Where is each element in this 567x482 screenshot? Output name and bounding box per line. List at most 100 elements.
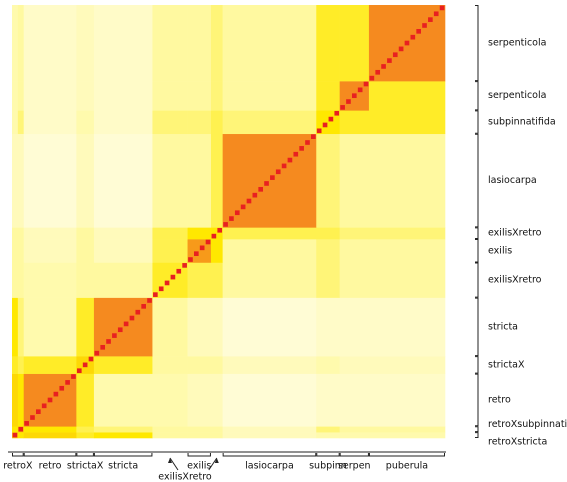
- heatmap-cell: [23, 5, 77, 82]
- heatmap-cell: [17, 227, 25, 240]
- x-group-label: puberula: [386, 461, 428, 472]
- heatmap-cell: [316, 110, 340, 135]
- heatmap-cell: [17, 373, 25, 427]
- diagonal-cell: [258, 186, 264, 192]
- diagonal-cell: [229, 216, 234, 221]
- diagonal-cell: [205, 239, 211, 245]
- diagonal-cell: [106, 339, 111, 344]
- diagonal-cell: [293, 151, 299, 157]
- heatmap-cell: [187, 81, 212, 111]
- heatmap-cell: [152, 297, 188, 357]
- heatmap-cell: [368, 262, 446, 298]
- diagonal-cell: [100, 344, 106, 350]
- diagonal-cell: [211, 233, 217, 239]
- diagonal-cell: [428, 17, 433, 22]
- diagonal-cell: [193, 251, 199, 257]
- diagonal-cell: [182, 263, 187, 268]
- diagonal-cell: [275, 169, 281, 175]
- diagonal-cell: [170, 274, 176, 280]
- heatmap-cell: [316, 81, 340, 111]
- diagonal-cell: [422, 23, 427, 28]
- heatmap-cell: [23, 432, 77, 439]
- diagonal-cell: [311, 134, 316, 139]
- x-group-label: lasiocarpa: [245, 461, 294, 472]
- diagonal-cell: [153, 292, 158, 297]
- heatmap-cell: [76, 262, 95, 298]
- heatmap-cell: [339, 432, 370, 439]
- annotation-arrowhead: [214, 458, 219, 463]
- heatmap-cell: [187, 297, 212, 357]
- heatmap-cell: [222, 356, 317, 374]
- heatmap-cell: [93, 426, 153, 433]
- heatmap-cell: [152, 262, 188, 298]
- y-group-bracket: [475, 133, 479, 228]
- heatmap-cell: [76, 110, 95, 135]
- heatmap-cell: [210, 432, 223, 439]
- x-group-label: retroX: [3, 461, 33, 472]
- heatmap-cell: [210, 110, 223, 135]
- diagonal-cell: [176, 268, 182, 274]
- diagonal-cell: [299, 146, 304, 151]
- diagonal-cell: [246, 198, 252, 204]
- annotation-arrow: [169, 457, 179, 471]
- heatmap-cell: [222, 81, 317, 111]
- x-group-bracket: [316, 453, 340, 457]
- diagonal-cell: [322, 122, 328, 128]
- heatmap-cell: [368, 81, 446, 111]
- diagonal-cell: [392, 52, 398, 58]
- y-group-bracket: [475, 110, 479, 134]
- x-group-bracket: [187, 453, 211, 457]
- diagonal-cell: [24, 421, 29, 426]
- diagonal-cell: [41, 403, 47, 409]
- heatmap-cell: [187, 227, 212, 240]
- heatmap-cell: [23, 81, 77, 111]
- heatmap-cell: [368, 133, 446, 228]
- heatmap-cell: [222, 426, 317, 433]
- heatmap-cell: [17, 5, 25, 82]
- heatmap-cell: [210, 239, 223, 263]
- heatmap-cell: [339, 297, 370, 357]
- y-group-bracket: [475, 426, 479, 433]
- heatmap-cell: [316, 373, 340, 427]
- diagonal-cell: [416, 29, 421, 34]
- heatmap-cell: [12, 110, 19, 135]
- heatmap-cell: [23, 239, 77, 263]
- diagonal-cell: [264, 181, 269, 186]
- heatmap-cell: [187, 5, 212, 82]
- heatmap-cell: [339, 227, 370, 240]
- y-group-label: retro: [488, 394, 511, 405]
- heatmap-cell: [152, 356, 188, 374]
- diagonal-cell: [223, 222, 228, 227]
- y-group-label: exilis: [488, 245, 512, 256]
- diagonal-cell: [439, 5, 445, 11]
- diagonal-cell: [36, 409, 41, 414]
- heatmap-cell: [76, 5, 95, 82]
- heatmap-cell: [316, 262, 340, 298]
- heatmap-cell: [152, 227, 188, 240]
- heatmap: [12, 5, 446, 439]
- heatmap-cell: [93, 432, 153, 439]
- heatmap-cell: [316, 227, 340, 240]
- diagonal-cell: [363, 81, 369, 87]
- diagonal-cell: [18, 426, 24, 432]
- heatmap-cell: [222, 373, 317, 427]
- y-group-bracket: [475, 297, 479, 357]
- heatmap-cell: [222, 297, 317, 357]
- heatmap-cell: [23, 227, 77, 240]
- y-group-bracket: [475, 239, 479, 263]
- heatmap-cell: [76, 297, 95, 357]
- heatmap-cell: [339, 356, 370, 374]
- heatmap-cell: [76, 432, 95, 439]
- diagonal-cell: [398, 46, 404, 52]
- diagonal-cell: [76, 368, 82, 374]
- heatmap-cell: [187, 262, 212, 298]
- heatmap-cell: [76, 239, 95, 263]
- heatmap-cell: [187, 356, 212, 374]
- diagonal-cell: [387, 58, 392, 63]
- heatmap-cell: [210, 262, 223, 298]
- heatmap-cell: [23, 356, 77, 374]
- heatmap-cell: [93, 133, 153, 228]
- x-group-bracket: [12, 453, 24, 457]
- diagonal-cell: [357, 87, 363, 93]
